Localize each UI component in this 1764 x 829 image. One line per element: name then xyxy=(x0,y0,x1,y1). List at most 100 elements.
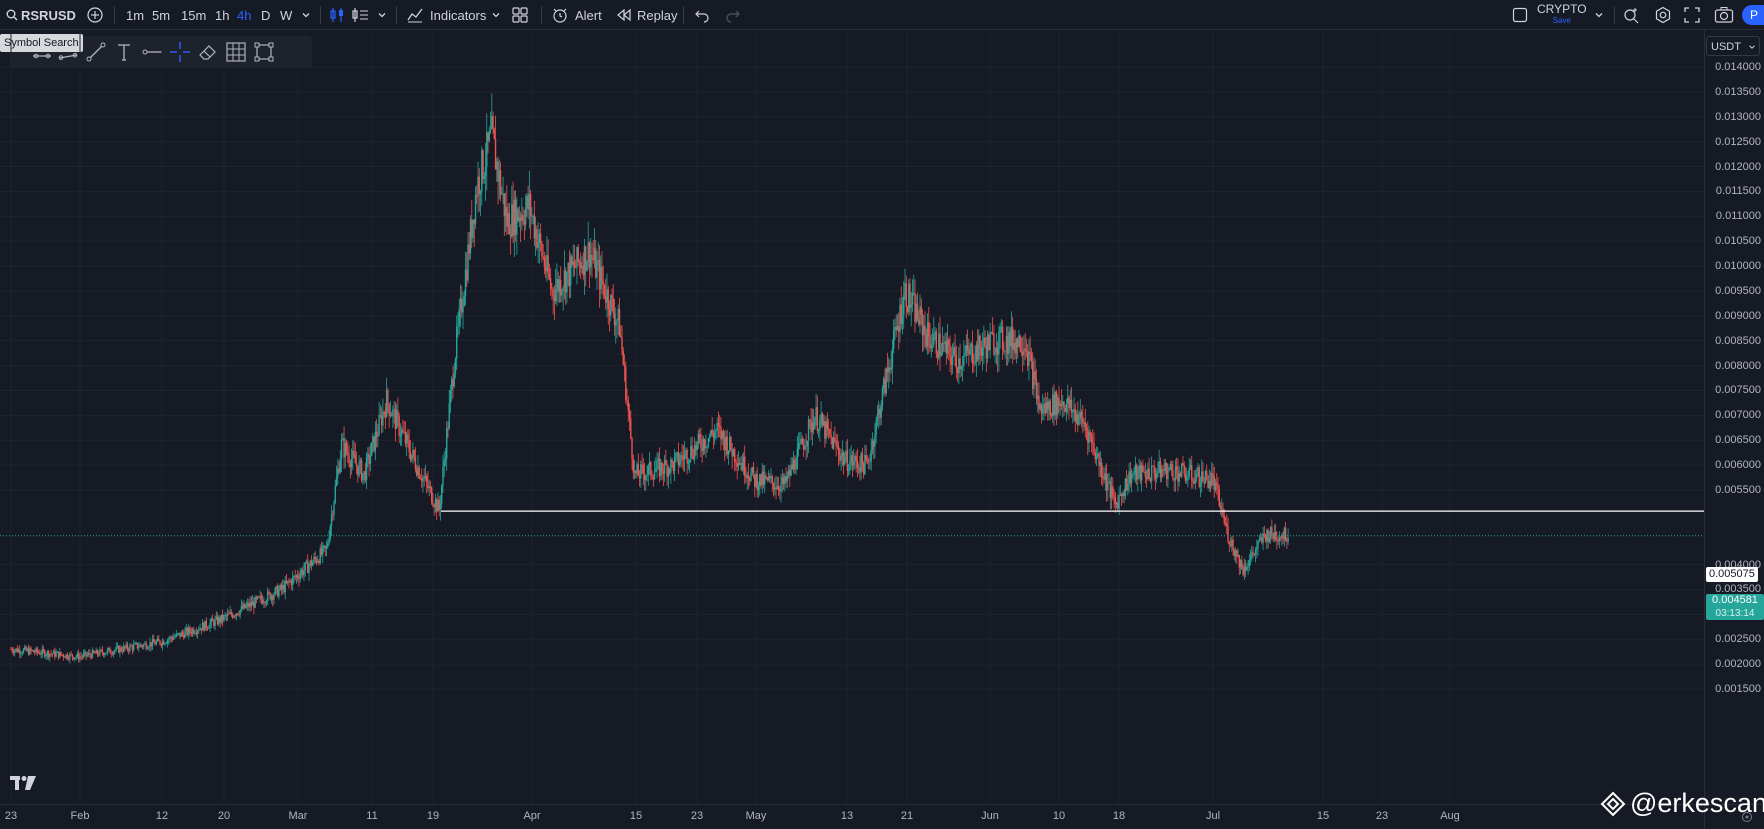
candle-body xyxy=(1259,537,1262,540)
candle-body xyxy=(700,438,702,448)
candle-body xyxy=(710,430,712,437)
candle-body xyxy=(1236,549,1238,557)
candle-body xyxy=(598,260,601,289)
publish-button[interactable]: P xyxy=(1742,0,1764,30)
timeframe-1h[interactable]: 1h xyxy=(215,7,230,23)
candle-body xyxy=(1202,471,1204,481)
chart-type-button[interactable] xyxy=(328,0,346,30)
candle-body xyxy=(1168,467,1170,470)
candle-body xyxy=(603,284,606,297)
candle-body xyxy=(1177,469,1179,482)
undo-button[interactable] xyxy=(694,0,710,30)
candle-body xyxy=(80,656,82,658)
candle-body xyxy=(898,325,900,332)
candle-body xyxy=(189,627,191,632)
candle-body xyxy=(1011,327,1014,350)
candle-body xyxy=(59,652,61,658)
indicators-dropdown[interactable] xyxy=(491,0,501,30)
rectangle-icon[interactable] xyxy=(252,40,276,64)
currency-selector[interactable]: USDT xyxy=(1706,36,1760,56)
candle-body xyxy=(968,349,970,355)
price-tick-label: 0.007500 xyxy=(1715,384,1761,397)
candle-body xyxy=(795,469,797,470)
indicators-button[interactable]: Indicators xyxy=(406,0,486,30)
candle-body xyxy=(285,580,288,583)
candle-body xyxy=(314,556,316,560)
alert-button[interactable]: Alert xyxy=(551,0,602,30)
candle-body xyxy=(1251,552,1253,558)
candle-body xyxy=(507,212,509,227)
candle-body xyxy=(1204,471,1207,484)
candle-body xyxy=(399,435,402,437)
candle-body xyxy=(121,650,124,652)
text-icon[interactable] xyxy=(112,40,136,64)
candle-body xyxy=(446,428,448,459)
timeframe-dropdown[interactable] xyxy=(301,0,311,30)
candle-body xyxy=(975,344,978,362)
candle-body xyxy=(1199,483,1202,487)
candle-body xyxy=(1253,553,1256,555)
candle-body xyxy=(447,428,449,430)
timeframe-5m[interactable]: 5m xyxy=(152,7,171,23)
price-chart[interactable] xyxy=(0,30,1704,804)
candle-body xyxy=(124,646,126,648)
candle-body xyxy=(120,647,122,651)
candle-body xyxy=(138,647,140,649)
grid-icon[interactable] xyxy=(224,40,248,64)
candle-body xyxy=(1077,414,1079,425)
candle-body xyxy=(542,256,544,258)
candle-body xyxy=(166,640,169,644)
horizontal-ray-icon[interactable] xyxy=(140,40,164,64)
candle-body xyxy=(769,476,771,479)
candle-body xyxy=(563,270,566,289)
timeframe-1m[interactable]: 1m xyxy=(126,7,145,23)
layout-checkbox[interactable] xyxy=(1512,0,1528,30)
trend-line-icon[interactable] xyxy=(84,40,108,64)
candle-body xyxy=(865,455,867,461)
add-symbol-button[interactable] xyxy=(86,0,104,30)
candle-body xyxy=(1049,400,1051,415)
symbol-search-button[interactable]: RSRUSD xyxy=(6,0,76,30)
candle-body xyxy=(359,460,362,463)
chevron-down-icon xyxy=(378,13,386,18)
time-axis[interactable]: 23 Feb 12 20 Mar 11 19 Apr 15 23 May 13 21 Jun 10 18 Jul… xyxy=(0,804,1704,829)
fullscreen-button[interactable] xyxy=(1684,0,1700,30)
candle-body xyxy=(569,256,572,286)
candle-body xyxy=(958,358,960,374)
eraser-icon[interactable] xyxy=(196,40,220,64)
candle-body xyxy=(532,216,534,217)
candle-body xyxy=(1069,399,1071,408)
bar-style-button[interactable] xyxy=(352,0,370,30)
candle-body xyxy=(412,449,414,455)
candle-body xyxy=(433,505,435,508)
redo-button[interactable] xyxy=(725,0,741,30)
price-scale[interactable]: 0.014000 0.013500 0.013000 0.012500 0.012000… xyxy=(1704,30,1764,804)
timeframe-w[interactable]: W xyxy=(280,7,293,23)
candle-body xyxy=(601,266,603,282)
rewind-icon xyxy=(617,8,631,22)
candle-body xyxy=(751,466,753,473)
chart-type-dropdown[interactable] xyxy=(377,0,387,30)
settings-button[interactable] xyxy=(1654,0,1672,30)
candle-body xyxy=(527,196,529,210)
quick-search-button[interactable] xyxy=(1622,0,1640,30)
snapshot-button[interactable] xyxy=(1714,0,1734,30)
candle-body xyxy=(518,217,521,222)
templates-button[interactable] xyxy=(511,0,529,30)
candle-body xyxy=(1074,409,1076,422)
timeframe-15m[interactable]: 15m xyxy=(181,7,207,23)
settings-small-icon[interactable] xyxy=(1741,811,1753,823)
candle-body xyxy=(1118,496,1120,509)
layout-dropdown[interactable] xyxy=(1594,0,1604,30)
candle-body xyxy=(292,576,294,586)
timeframe-d[interactable]: D xyxy=(261,7,271,23)
timeframe-4h[interactable]: 4h xyxy=(237,7,252,23)
crosshair-icon[interactable] xyxy=(168,40,192,64)
layout-name[interactable]: CRYPTO Save xyxy=(1537,0,1587,30)
candle-body xyxy=(645,476,647,481)
replay-button[interactable]: Replay xyxy=(616,0,677,30)
candle-body xyxy=(146,648,149,650)
candle-body xyxy=(154,642,156,645)
candle-body xyxy=(1219,506,1222,509)
candle-body xyxy=(280,584,283,590)
